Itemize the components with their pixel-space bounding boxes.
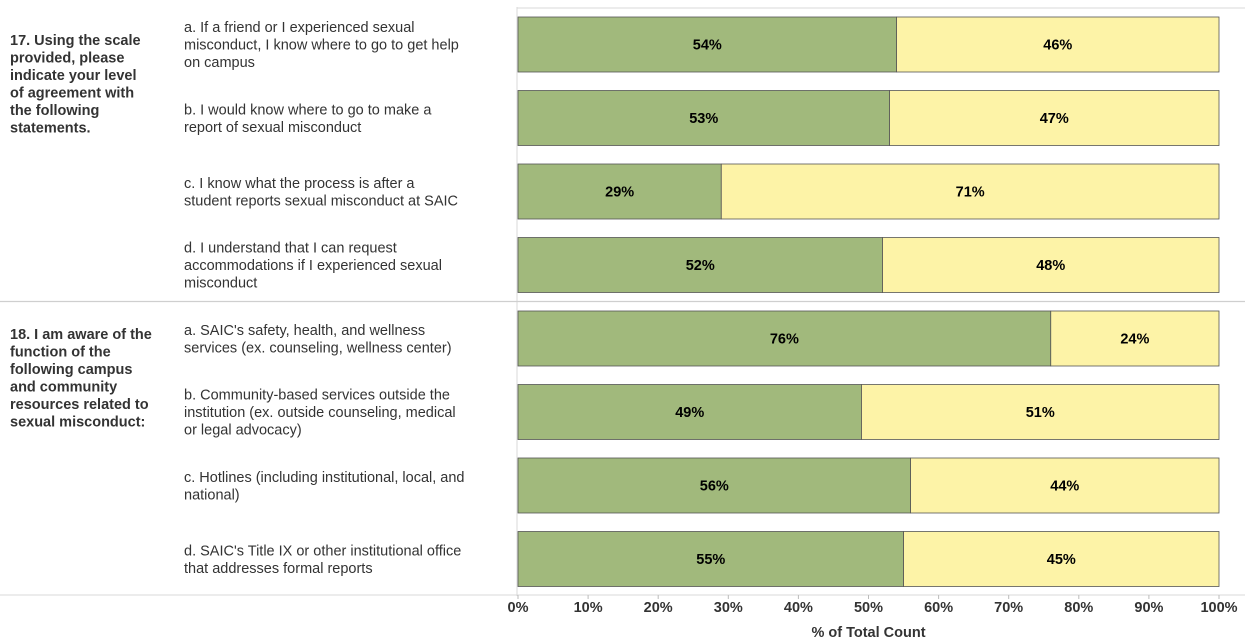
x-axis-title: % of Total Count bbox=[811, 625, 925, 641]
bar-value-label: 46% bbox=[1043, 38, 1072, 54]
question-1-statement-label: on campus bbox=[184, 55, 255, 71]
bar-segment-agree bbox=[517, 163, 722, 220]
bar-value-label: 53% bbox=[689, 111, 718, 127]
question-2-title-line: function of the bbox=[10, 345, 111, 361]
question-2-statement-label: a. SAIC's safety, health, and wellness bbox=[184, 323, 425, 339]
bar-segment-disagree bbox=[1050, 310, 1220, 367]
x-tick-label: 0% bbox=[508, 600, 529, 616]
bar-segment-agree bbox=[517, 237, 883, 293]
x-tick-label: 10% bbox=[574, 600, 603, 616]
bar-value-label: 48% bbox=[1036, 258, 1065, 274]
question-1-statement-label: accommodations if I experienced sexual bbox=[184, 258, 442, 274]
bar-segment-agree bbox=[517, 90, 890, 146]
bar-segment-disagree bbox=[903, 531, 1220, 587]
bar-value-label: 47% bbox=[1040, 111, 1069, 127]
x-tick-label: 80% bbox=[1064, 600, 1093, 616]
question-2-title-line: following campus bbox=[10, 362, 132, 378]
question-2-statement-label: or legal advocacy) bbox=[184, 423, 302, 439]
bar-segment-disagree bbox=[889, 90, 1220, 146]
bar-segment-agree bbox=[517, 16, 897, 73]
question-2-statement-label: that addresses formal reports bbox=[184, 561, 373, 577]
question-1-statement-label: d. I understand that I can request bbox=[184, 241, 397, 257]
bar-value-label: 55% bbox=[696, 552, 725, 568]
question-1-statement-label: misconduct bbox=[184, 276, 257, 292]
x-tick-label: 30% bbox=[714, 600, 743, 616]
question-2-statement-label: d. SAIC's Title IX or other institutiona… bbox=[184, 543, 461, 559]
bar-segment-disagree bbox=[910, 457, 1220, 514]
bar-value-label: 54% bbox=[693, 38, 722, 54]
bar-segment-disagree bbox=[720, 163, 1220, 220]
question-2-statement-label: c. Hotlines (including institutional, lo… bbox=[184, 470, 464, 486]
question-2-statement-label: services (ex. counseling, wellness cente… bbox=[184, 340, 452, 356]
question-1-statement-label: misconduct, I know where to go to get he… bbox=[184, 38, 459, 54]
x-tick-label: 60% bbox=[924, 600, 953, 616]
question-2-statement-label: b. Community-based services outside the bbox=[184, 388, 450, 404]
bar-value-label: 51% bbox=[1026, 405, 1055, 421]
question-1-title-line: the following bbox=[10, 103, 99, 119]
question-2-statement-label: national) bbox=[184, 487, 240, 503]
bar-value-label: 52% bbox=[686, 258, 715, 274]
question-1-statement-label: a. If a friend or I experienced sexual bbox=[184, 20, 415, 36]
bar-value-label: 76% bbox=[770, 332, 799, 348]
question-1-title-line: 17. Using the scale bbox=[10, 33, 141, 49]
bar-value-label: 29% bbox=[605, 185, 634, 201]
bar-segment-agree bbox=[517, 310, 1052, 367]
bar-segment-disagree bbox=[882, 237, 1220, 293]
question-1-statement-label: c. I know what the process is after a bbox=[184, 176, 415, 192]
bar-segment-disagree bbox=[896, 16, 1220, 73]
question-1-title-line: of agreement with bbox=[10, 86, 134, 102]
x-tick-label: 40% bbox=[784, 600, 813, 616]
question-1-title-line: provided, please bbox=[10, 51, 124, 67]
bar-value-label: 56% bbox=[700, 479, 729, 495]
question-2-title-line: resources related to bbox=[10, 397, 149, 413]
question-1-statement-label: student reports sexual misconduct at SAI… bbox=[184, 193, 458, 209]
bar-value-label: 49% bbox=[675, 405, 704, 421]
x-tick-label: 50% bbox=[854, 600, 883, 616]
question-1-statement-label: report of sexual misconduct bbox=[184, 120, 361, 136]
question-1-statement-label: b. I would know where to go to make a bbox=[184, 102, 432, 118]
question-2-statement-label: institution (ex. outside counseling, med… bbox=[184, 405, 456, 421]
bar-value-label: 45% bbox=[1047, 552, 1076, 568]
x-tick-label: 20% bbox=[644, 600, 673, 616]
bar-value-label: 44% bbox=[1050, 479, 1079, 495]
bar-segment-agree bbox=[517, 457, 911, 514]
bar-value-label: 24% bbox=[1120, 332, 1149, 348]
bar-segment-agree bbox=[517, 384, 862, 440]
bar-value-label: 71% bbox=[956, 185, 985, 201]
question-2-title-line: 18. I am aware of the bbox=[10, 327, 152, 343]
question-2-title-line: and community bbox=[10, 380, 117, 396]
question-1-title-line: statements. bbox=[10, 121, 91, 137]
x-tick-label: 90% bbox=[1134, 600, 1163, 616]
x-tick-label: 100% bbox=[1200, 600, 1237, 616]
x-tick-label: 70% bbox=[994, 600, 1023, 616]
bar-segment-disagree bbox=[861, 384, 1220, 440]
question-2-title-line: sexual misconduct: bbox=[10, 415, 145, 431]
question-1-title-line: indicate your level bbox=[10, 68, 137, 84]
